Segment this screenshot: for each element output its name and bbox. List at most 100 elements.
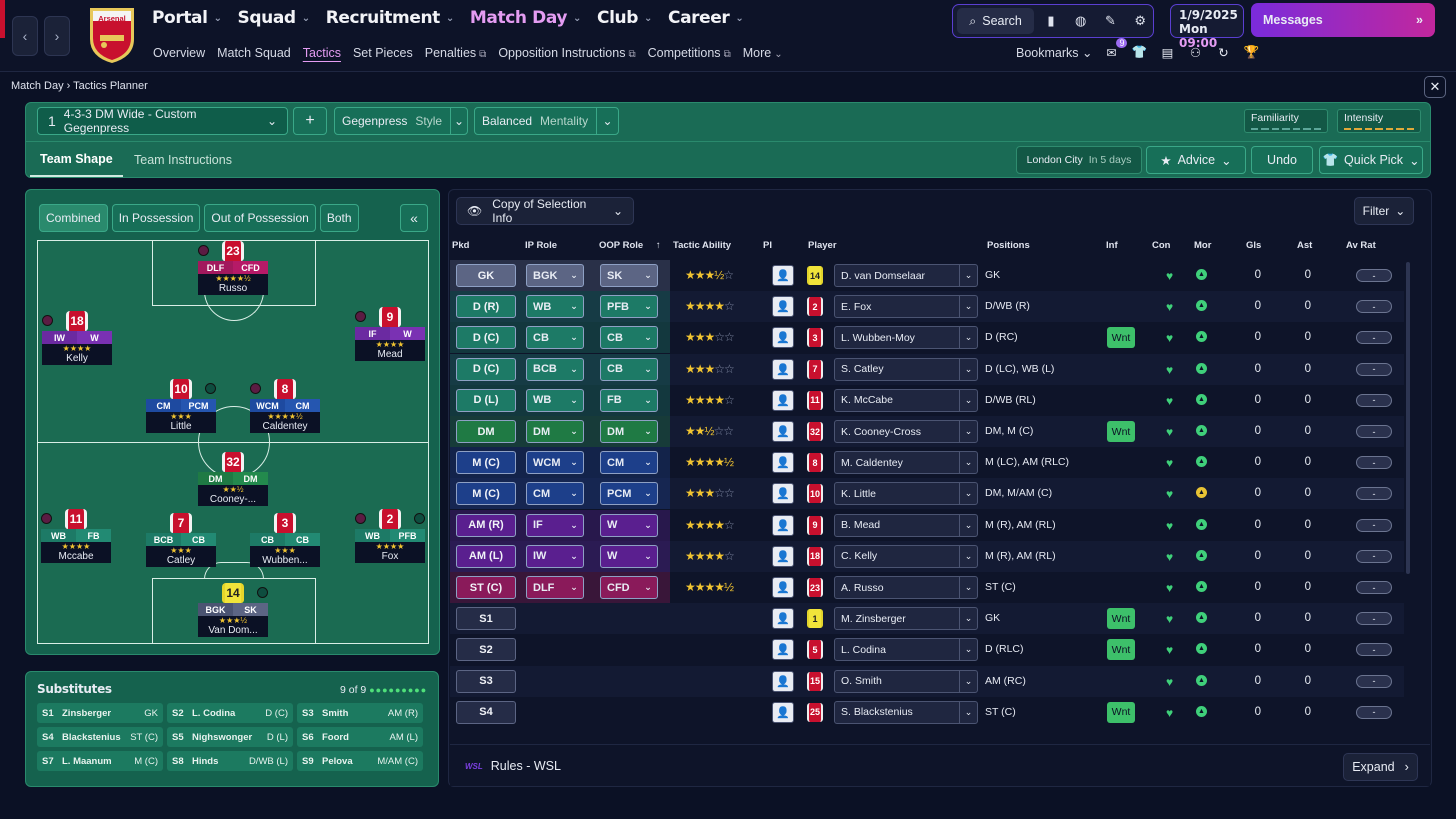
player-select[interactable]: L. Codina ⌄: [834, 638, 978, 662]
oop-role-select[interactable]: CB ⌄: [600, 357, 658, 381]
col-header-ip-role[interactable]: IP Role: [525, 240, 558, 251]
collapse-button[interactable]: «: [400, 204, 428, 232]
player-select[interactable]: D. van Domselaar ⌄: [834, 264, 978, 287]
table-row[interactable]: S2 👤 5 L. Codina ⌄ D (RLC) Wnt ♥ ▲ 0 0 -: [450, 634, 1404, 665]
nav-club[interactable]: Club ⌄: [597, 8, 652, 28]
table-row[interactable]: S3 👤 15 O. Smith ⌄ AM (RC) ♥ ▲ 0 0 -: [450, 665, 1404, 697]
quick-pick-button[interactable]: 👕 Quick Pick ⌄: [1319, 146, 1423, 174]
copy-selection-dropdown[interactable]: 👁 Copy of Selection Info ⌄: [456, 197, 634, 225]
subnav-overview[interactable]: Overview: [153, 46, 206, 60]
globe-icon[interactable]: ◍: [1075, 13, 1087, 28]
table-row[interactable]: S4 👤 25 S. Blackstenius ⌄ ST (C) Wnt ♥ ▲ 0 0 -: [450, 697, 1404, 728]
player-select[interactable]: M. Zinsberger ⌄: [834, 607, 978, 631]
tab-out-of-possession[interactable]: Out of Possession: [204, 204, 316, 232]
pitch-player-cooney-cross[interactable]: 32 DM DM ★★½ Cooney-...: [198, 452, 268, 506]
wanted-badge[interactable]: Wnt: [1107, 327, 1135, 349]
ip-role-select[interactable]: IF ⌄: [526, 513, 584, 537]
ip-role-select[interactable]: WCM ⌄: [526, 451, 584, 475]
familiarity-meter[interactable]: Familiarity: [1244, 109, 1328, 133]
pkd-slot[interactable]: AM (L): [456, 544, 516, 568]
oop-role-select[interactable]: FB ⌄: [600, 388, 658, 412]
sub-item[interactable]: S9 Pelova M/AM (C): [297, 751, 423, 771]
pkd-slot[interactable]: ST (C): [456, 576, 516, 599]
player-instructions-button[interactable]: 👤: [772, 483, 794, 505]
table-row[interactable]: D (L) WB ⌄ FB ⌄ ★★★★☆ 👤 11 K. McCabe ⌄ D/WB (RL) ♥ ▲…: [450, 384, 1404, 416]
filter-button[interactable]: Filter ⌄: [1354, 197, 1414, 225]
pitch-player-wubben-moy[interactable]: 3 CB CB ★★★ Wubben...: [250, 513, 320, 567]
player-select[interactable]: O. Smith ⌄: [834, 669, 978, 693]
pitch-player-little[interactable]: 10 CM PCM ★★★ Little: [146, 379, 216, 433]
player-instructions-button[interactable]: 👤: [772, 639, 794, 661]
ip-role-select[interactable]: BGK ⌄: [526, 264, 584, 287]
player-instructions-button[interactable]: 👤: [772, 265, 794, 286]
nav-recruitment[interactable]: Recruitment ⌄: [325, 8, 455, 28]
search-button[interactable]: ⌕ Search: [957, 8, 1035, 34]
tab-team-shape[interactable]: Team Shape: [30, 142, 123, 177]
table-row[interactable]: AM (L) IW ⌄ W ⌄ ★★★★☆ 👤 18 C. Kelly ⌄ M (R), AM (R…: [450, 540, 1404, 572]
col-header-positions[interactable]: Positions: [987, 240, 1030, 251]
sub-item[interactable]: S6 Foord AM (L): [297, 727, 423, 747]
player-instructions-button[interactable]: 👤: [772, 327, 794, 349]
ip-role-select[interactable]: CB ⌄: [526, 326, 584, 350]
ip-role-select[interactable]: BCB ⌄: [526, 357, 584, 381]
player-instructions-button[interactable]: 👤: [772, 545, 794, 567]
player-instructions-button[interactable]: 👤: [772, 514, 794, 536]
player-select[interactable]: B. Mead ⌄: [834, 513, 978, 537]
subnav-competitions[interactable]: Competitions ⧉: [647, 46, 731, 60]
col-header-oop-role[interactable]: OOP Role ↑: [599, 240, 661, 251]
tab-combined[interactable]: Combined: [39, 204, 108, 232]
col-header-pkd[interactable]: Pkd: [452, 240, 470, 251]
pkd-slot[interactable]: D (R): [456, 295, 516, 319]
oop-role-select[interactable]: CM ⌄: [600, 451, 658, 475]
messages-button[interactable]: Messages »: [1251, 3, 1435, 37]
mentality-selector[interactable]: Balanced Mentality ⌄: [474, 107, 619, 135]
pkd-slot[interactable]: M (C): [456, 451, 516, 475]
player-instructions-button[interactable]: 👤: [772, 358, 794, 380]
col-header-con[interactable]: Con: [1152, 240, 1171, 251]
bookmarks-button[interactable]: Bookmarks ⌄: [1016, 46, 1093, 60]
table-row[interactable]: M (C) CM ⌄ PCM ⌄ ★★★☆☆ 👤 10 K. Little ⌄ DM, M/AM (…: [450, 478, 1404, 510]
col-header-gls[interactable]: Gls: [1246, 240, 1262, 251]
col-header-inf[interactable]: Inf: [1106, 240, 1118, 251]
nav-career[interactable]: Career ⌄: [668, 8, 744, 28]
table-row[interactable]: AM (R) IF ⌄ W ⌄ ★★★★☆ 👤 9 B. Mead ⌄ M (R), AM (RL)…: [450, 509, 1404, 541]
advice-button[interactable]: ★ Advice ⌄: [1146, 146, 1246, 174]
col-header-mor[interactable]: Mor: [1194, 240, 1212, 251]
undo-button[interactable]: Undo: [1251, 146, 1313, 174]
col-header-player[interactable]: Player: [808, 240, 837, 251]
pitch-player-van-domselaar[interactable]: 14 BGK SK ★★★½ Van Dom...: [198, 583, 268, 637]
oop-role-select[interactable]: PFB ⌄: [600, 295, 658, 319]
subnav-match-squad[interactable]: Match Squad: [217, 46, 291, 60]
pen-icon[interactable]: ✎: [1104, 13, 1116, 28]
player-instructions-button[interactable]: 👤: [772, 421, 794, 442]
col-header-ast[interactable]: Ast: [1297, 240, 1313, 251]
tab-both[interactable]: Both: [319, 204, 359, 232]
player-instructions-button[interactable]: 👤: [772, 452, 794, 474]
player-select[interactable]: A. Russo ⌄: [834, 576, 978, 599]
pkd-slot[interactable]: D (L): [456, 388, 516, 412]
pitch-player-fox[interactable]: 2 WB PFB ★★★★ Fox: [355, 509, 425, 563]
player-select[interactable]: K. Cooney-Cross ⌄: [834, 420, 978, 443]
rules-info[interactable]: WSL Rules - WSL: [465, 759, 561, 773]
pkd-slot[interactable]: S4: [456, 700, 516, 724]
close-button[interactable]: ✕: [1424, 76, 1446, 98]
col-header-av-rat[interactable]: Av Rat: [1346, 240, 1376, 251]
clipboard-icon[interactable]: ▤: [1161, 46, 1174, 60]
nav-squad[interactable]: Squad ⌄: [237, 8, 311, 28]
gear-icon[interactable]: ⚙: [1134, 13, 1146, 28]
expand-button[interactable]: Expand ›: [1343, 753, 1418, 781]
sub-item[interactable]: S2 L. Codina D (C): [167, 703, 293, 723]
sub-item[interactable]: S1 Zinsberger GK: [37, 703, 163, 723]
table-row[interactable]: M (C) WCM ⌄ CM ⌄ ★★★★½ 👤 8 M. Caldentey ⌄ M (LC), …: [450, 447, 1404, 479]
pitch-player-mccabe[interactable]: 11 WB FB ★★★★ Mccabe: [41, 509, 111, 563]
pitch-player-kelly[interactable]: 18 IW W ★★★★ Kelly: [42, 311, 112, 365]
player-select[interactable]: C. Kelly ⌄: [834, 544, 978, 568]
subnav-opposition[interactable]: Opposition Instructions ⧉: [498, 46, 636, 60]
ip-role-select[interactable]: WB ⌄: [526, 388, 584, 412]
oop-role-select[interactable]: PCM ⌄: [600, 482, 658, 506]
refresh-icon[interactable]: ↻: [1218, 46, 1229, 60]
player-instructions-button[interactable]: 👤: [772, 608, 794, 630]
pkd-slot[interactable]: S2: [456, 638, 516, 662]
player-instructions-button[interactable]: 👤: [772, 296, 794, 318]
table-row[interactable]: D (R) WB ⌄ PFB ⌄ ★★★★☆ 👤 2 E. Fox ⌄ D/WB (R) ♥ ▲ 0 0 -: [450, 291, 1404, 323]
